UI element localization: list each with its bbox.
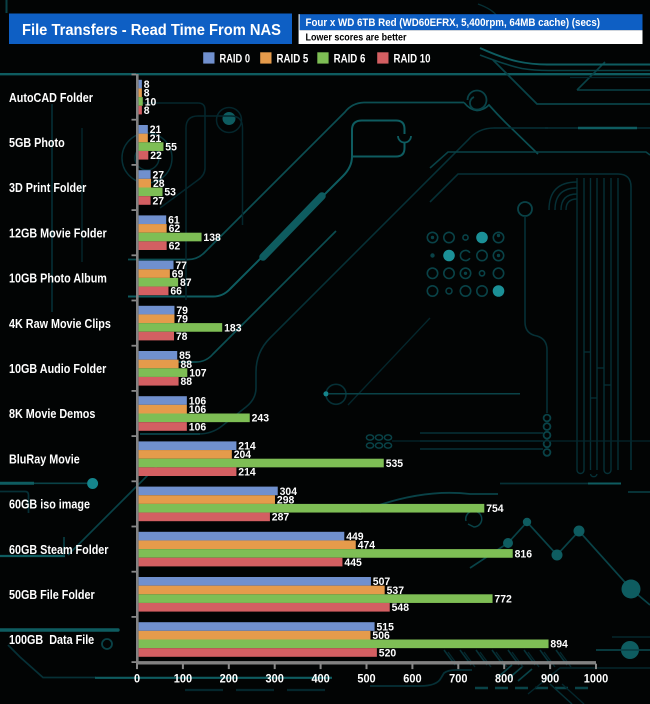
svg-text:79: 79: [176, 314, 188, 326]
svg-text:520: 520: [379, 647, 396, 659]
svg-text:754: 754: [486, 503, 504, 515]
svg-text:8K Movie Demos: 8K Movie Demos: [9, 406, 95, 421]
svg-text:File Transfers - Read Time Fro: File Transfers - Read Time From NAS: [22, 22, 281, 39]
svg-text:1000: 1000: [584, 672, 609, 686]
svg-text:53: 53: [164, 187, 176, 199]
svg-text:60GB iso image: 60GB iso image: [9, 497, 90, 512]
svg-text:894: 894: [550, 639, 568, 651]
svg-text:535: 535: [386, 458, 403, 470]
svg-text:10GB Photo Album: 10GB Photo Album: [9, 271, 107, 286]
svg-text:21: 21: [150, 133, 162, 145]
svg-text:500: 500: [357, 672, 376, 686]
svg-text:300: 300: [266, 672, 285, 686]
svg-text:8: 8: [144, 105, 150, 117]
svg-text:3D Print Folder: 3D Print Folder: [9, 180, 86, 195]
svg-text:600: 600: [403, 672, 422, 686]
svg-text:214: 214: [238, 467, 256, 479]
svg-text:77: 77: [175, 260, 187, 272]
svg-text:79: 79: [176, 305, 188, 317]
svg-text:107: 107: [189, 367, 206, 379]
svg-text:537: 537: [387, 585, 404, 597]
svg-text:445: 445: [344, 557, 361, 569]
svg-text:772: 772: [494, 593, 511, 605]
svg-text:8: 8: [144, 79, 150, 91]
svg-text:243: 243: [252, 413, 269, 425]
svg-text:RAID 5: RAID 5: [277, 52, 309, 65]
svg-text:507: 507: [373, 576, 390, 588]
svg-text:214: 214: [238, 441, 256, 453]
svg-text:Lower scores are better: Lower scores are better: [306, 33, 407, 44]
svg-text:106: 106: [189, 421, 206, 433]
svg-text:816: 816: [515, 548, 532, 560]
svg-text:5GB Photo: 5GB Photo: [9, 135, 65, 150]
svg-text:304: 304: [280, 486, 298, 498]
svg-text:106: 106: [189, 395, 206, 407]
svg-text:400: 400: [311, 672, 330, 686]
svg-text:62: 62: [169, 241, 181, 253]
svg-text:100: 100: [174, 672, 193, 686]
svg-text:87: 87: [180, 277, 192, 289]
svg-text:66: 66: [170, 286, 182, 298]
svg-text:RAID 0: RAID 0: [220, 52, 251, 65]
svg-text:27: 27: [153, 169, 165, 181]
svg-text:10GB Audio Folder: 10GB Audio Folder: [9, 361, 106, 376]
svg-text:60GB Steam Folder: 60GB Steam Folder: [9, 542, 109, 557]
svg-text:12GB Movie Folder: 12GB Movie Folder: [9, 225, 107, 240]
svg-text:61: 61: [168, 215, 180, 227]
svg-text:22: 22: [150, 150, 162, 162]
svg-text:8: 8: [144, 88, 150, 100]
svg-text:88: 88: [181, 376, 193, 388]
svg-text:85: 85: [179, 350, 191, 362]
svg-text:55: 55: [165, 141, 177, 153]
svg-text:RAID 10: RAID 10: [394, 52, 431, 65]
svg-text:515: 515: [377, 621, 394, 633]
svg-text:700: 700: [449, 672, 468, 686]
svg-text:28: 28: [153, 178, 165, 190]
svg-text:298: 298: [277, 494, 294, 506]
svg-text:287: 287: [272, 512, 289, 524]
svg-text:449: 449: [346, 531, 363, 543]
svg-text:0: 0: [134, 672, 141, 686]
svg-text:100GB Data File: 100GB Data File: [9, 632, 94, 647]
svg-text:69: 69: [172, 268, 184, 280]
svg-text:4K Raw Movie Clips: 4K Raw Movie Clips: [9, 316, 111, 331]
svg-text:BluRay Movie: BluRay Movie: [9, 451, 80, 466]
svg-text:548: 548: [392, 602, 409, 614]
svg-text:27: 27: [153, 195, 165, 207]
svg-text:200: 200: [220, 672, 239, 686]
svg-text:88: 88: [181, 359, 193, 371]
svg-text:21: 21: [150, 124, 162, 136]
svg-text:62: 62: [169, 223, 181, 235]
svg-text:50GB File Folder: 50GB File Folder: [9, 587, 95, 602]
svg-text:RAID 6: RAID 6: [334, 52, 366, 65]
svg-text:138: 138: [203, 232, 220, 244]
svg-text:800: 800: [495, 672, 514, 686]
svg-text:78: 78: [176, 331, 188, 343]
svg-text:506: 506: [372, 630, 389, 642]
svg-text:183: 183: [224, 322, 241, 334]
svg-text:204: 204: [234, 449, 252, 461]
svg-text:106: 106: [189, 404, 206, 416]
svg-text:AutoCAD Folder: AutoCAD Folder: [9, 90, 93, 105]
svg-text:900: 900: [541, 672, 560, 686]
svg-text:Four x WD 6TB Red (WD60EFRX, 5: Four x WD 6TB Red (WD60EFRX, 5,400rpm, 6…: [306, 17, 601, 29]
svg-text:474: 474: [358, 540, 376, 552]
svg-text:10: 10: [145, 96, 157, 108]
